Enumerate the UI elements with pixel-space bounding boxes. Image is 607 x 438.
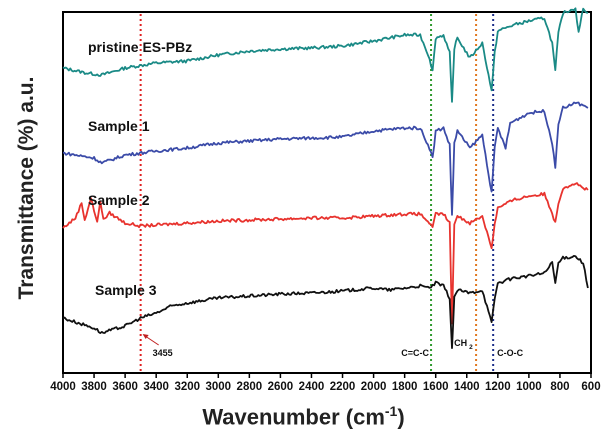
x-tick-label: 2200 — [330, 381, 356, 393]
x-tick-label: 3400 — [143, 381, 169, 393]
y-axis-label: Transmittance (%) a.u. — [15, 76, 38, 300]
x-tick-label: 2600 — [268, 381, 294, 393]
x-tick-label: 3800 — [81, 381, 107, 393]
x-tick-label: 2000 — [361, 381, 387, 393]
series-line-3 — [62, 255, 589, 349]
marker-label-2: CH — [454, 338, 467, 348]
x-tick-label: 2400 — [299, 381, 325, 393]
series-label-1: Sample 1 — [88, 118, 150, 134]
series-label-0: pristine ES-PBz — [88, 39, 192, 55]
series-label-3: Sample 3 — [95, 282, 157, 298]
marker-label-1: C=C-C — [401, 348, 429, 358]
x-tick-label: 3000 — [205, 381, 231, 393]
plot-frame — [62, 11, 592, 374]
x-tick-label: 4000 — [50, 381, 76, 393]
x-tick-label: 2800 — [237, 381, 263, 393]
marker-label-3: C-O-C — [497, 348, 523, 358]
series-label-2: Sample 2 — [88, 192, 150, 208]
x-tick-label: 1400 — [454, 381, 480, 393]
x-tick-label: 1000 — [516, 381, 542, 393]
x-tick-label: 1600 — [423, 381, 449, 393]
marker-label-0: 3455 — [153, 348, 173, 358]
x-axis-label: Wavenumber (cm-1) — [202, 403, 405, 430]
marker-arrowhead — [142, 334, 149, 339]
marker-label-2-sub: 2 — [469, 344, 473, 351]
series-line-0 — [62, 7, 589, 103]
x-tick-label: 3600 — [112, 381, 138, 393]
x-tick-label: 600 — [581, 381, 600, 393]
series-line-1 — [62, 101, 589, 216]
x-tick-label: 1200 — [485, 381, 511, 393]
x-tick-label: 3200 — [174, 381, 200, 393]
x-tick-label: 800 — [550, 381, 569, 393]
series-line-2 — [62, 182, 589, 325]
x-tick-label: 1800 — [392, 381, 418, 393]
